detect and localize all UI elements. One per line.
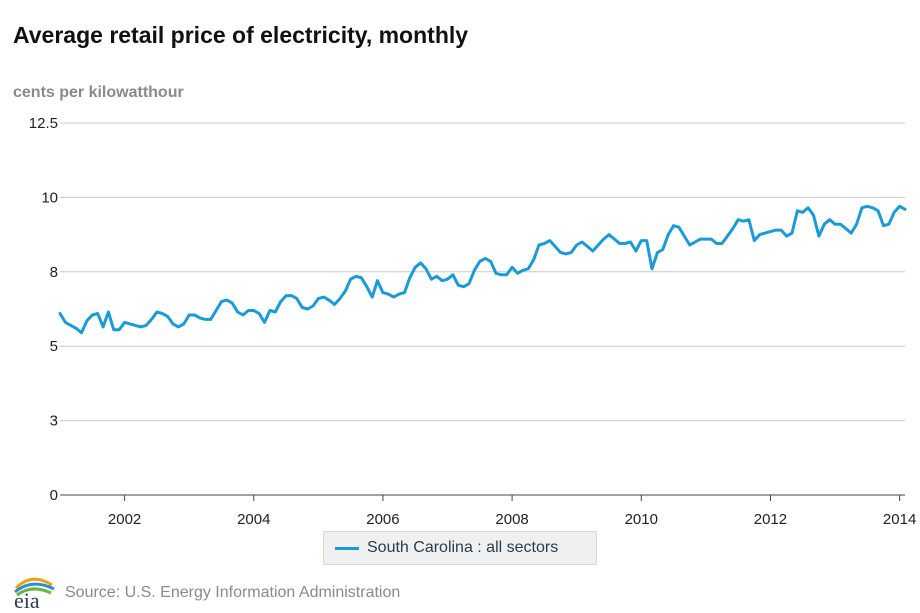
x-axis: 2002 2004 2006 2008 2010 2012 2014 <box>60 494 916 528</box>
y-tick-label: 8 <box>50 264 58 281</box>
eia-logo-text: eia <box>14 588 40 610</box>
y-tick-label: 12.5 <box>29 115 58 132</box>
x-tick-label: 2014 <box>883 511 916 528</box>
y-tick-label: 10 <box>41 189 58 206</box>
source-note: Source: U.S. Energy Information Administ… <box>65 584 401 601</box>
y-tick-label: 0 <box>50 487 58 504</box>
x-tick-label: 2012 <box>754 511 787 528</box>
y-axis-label: cents per kilowatthour <box>13 84 184 101</box>
x-tick-label: 2002 <box>108 511 141 528</box>
gridlines <box>60 122 905 422</box>
y-tick-label: 5 <box>50 338 58 355</box>
series-line-0 <box>58 204 907 335</box>
y-tick-labels: 0 3 5 8 10 12.5 <box>29 115 58 504</box>
x-tick-label: 2008 <box>495 511 528 528</box>
series-layer <box>58 204 907 335</box>
eia-logo: eia <box>14 577 55 610</box>
chart-title: Average retail price of electricity, mon… <box>13 22 469 48</box>
legend: South Carolina : all sectors <box>323 531 597 565</box>
legend-swatch <box>335 546 359 550</box>
x-tick-label: 2006 <box>366 511 399 528</box>
y-tick-label: 3 <box>50 413 58 430</box>
legend-label-south-carolina: South Carolina : all sectors <box>367 539 559 556</box>
x-tick-label: 2010 <box>625 511 658 528</box>
x-tick-label: 2004 <box>237 511 270 528</box>
